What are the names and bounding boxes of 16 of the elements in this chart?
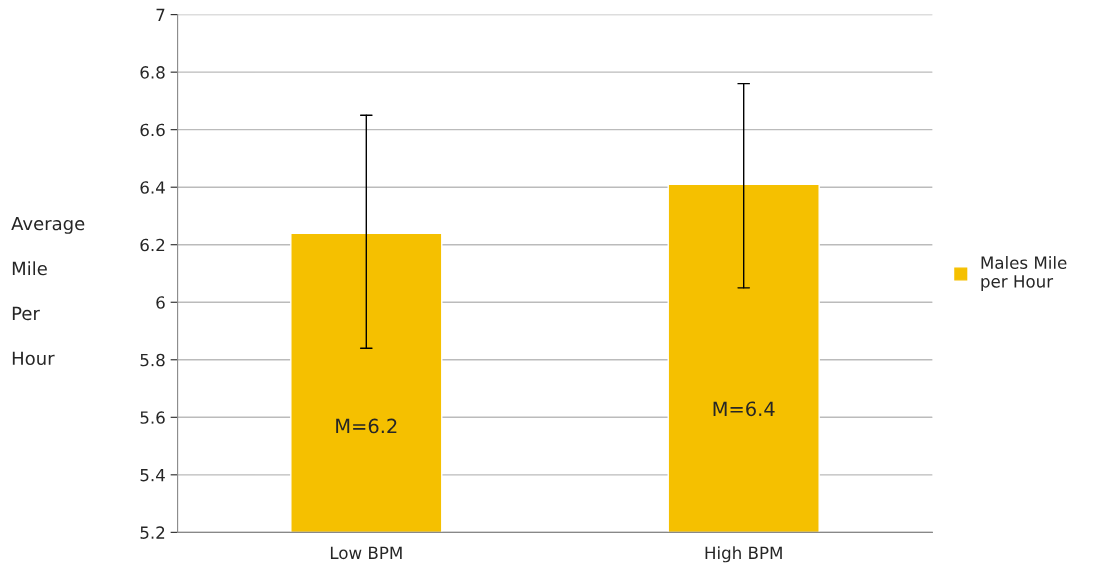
y-tick-label: 5.4 [140,469,165,482]
legend-label: Males Mile per Hour [981,256,1067,291]
y-tick-label: 5.6 [140,411,165,424]
y-tick-label: 7 [156,8,165,21]
y-tick-label: 6.6 [140,123,165,137]
y-tick-label: 6.4 [140,181,165,194]
y-tick-label: 6.8 [140,66,165,79]
data-label: M=6.4 [713,401,775,417]
y-tick-label: 5.8 [140,353,165,367]
y-tick-label: 6 [156,296,165,309]
text: Average Mile Per Hour [11,216,85,366]
x-tick-label: High BPM [705,546,782,563]
x-tick-label: Low BPM [330,546,402,560]
y-tick-label: 5.2 [140,526,165,539]
y-tick-label: 6.2 [140,238,165,252]
data-label: M=6.2 [336,418,397,434]
